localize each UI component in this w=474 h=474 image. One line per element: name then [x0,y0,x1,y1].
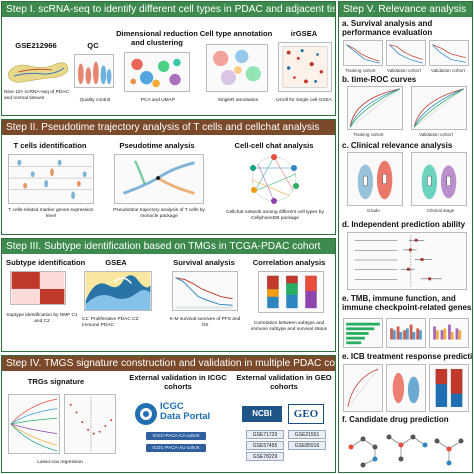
pancreas-illustration [4,54,72,88]
pseudotime-label: Pseudotime analysis [119,141,195,150]
section-a-plot-3 [429,40,469,66]
pseudotime-trajectory [114,154,204,204]
step3-panel: Step III. Subtype identification based o… [1,238,336,352]
geo-cohort-5: GSE78229 [246,452,284,461]
subtype-caption: Suptype identification by NMF C1 and C2 [6,313,78,324]
trg-signature-label: TRGs signature [27,377,85,386]
step4-header: Step IV. TMGS signature construction and… [2,356,335,371]
annotation-umap [206,44,268,92]
clinical-label-1: Grade [367,208,380,213]
survival-caption: K-M survival survives of PFS and OS [169,317,241,328]
cellchat-network [238,152,310,206]
annotation-label: Cell type annotation [199,29,273,38]
drug-molecules [343,427,469,471]
geo-logo: GEO [288,404,324,424]
roc-plot-2 [411,86,467,130]
step5-panel: Step V. Relevance analysis a. Survival a… [338,1,473,473]
tmb-plot [343,318,383,348]
dataset-caption: Nine 10× scRNA-seq of PDAC and normal ti… [4,90,69,101]
qc-violin-plot [74,54,114,88]
gsea-wave-illustration [84,271,152,311]
icgc-validation-label: External validation in ICGC cohorts [129,373,227,391]
section-a-title: a. Survival analysis and performance eva… [342,19,433,37]
section-a-label-2: Validation cohort [387,68,421,73]
step5-header: Step V. Relevance analysis [339,2,472,17]
subtype-label: Subtype identification [6,258,86,267]
dimred-caption: PCA and UMAP [140,98,176,103]
roc-label-1: Training cohort [353,132,384,137]
cellchat-label: Cell-cell chat analysis [234,141,314,150]
geo-validation-label: External validation in GEO cohorts [236,373,332,391]
irgsea-heatmap [278,42,332,92]
step2-panel: Step II. Pseudotime trajectory analysis … [1,119,336,235]
checkpoint-plot [429,318,469,348]
section-f-title: e. ICB treatment response prediction [342,352,473,361]
correlation-caption: Correlation between subtype and immune s… [250,321,328,332]
tcell-label: T cells identification [13,141,87,150]
dataset-label: GSE212966 [15,41,57,50]
section-a-plot-2 [386,40,426,66]
tcell-marker-plot [8,154,94,204]
geo-cohort-4: GSE85916 [288,441,326,450]
icgc-logo [134,402,158,426]
qc-caption: Quality control [79,98,111,103]
icgc-logo-text: ICGC Data Portal [160,402,210,422]
section-a-label-1: Training cohort [345,68,376,73]
clinical-violin-2 [411,152,467,206]
immune-function-plot [386,318,426,348]
section-c-title: c. Clinical relevance analysis [342,141,453,150]
umap-plot [124,52,190,92]
step1-panel: Step I. scRNA-seq to identify different … [1,1,336,116]
ncbi-logo: NCBI [242,406,282,422]
irgsea-label: irGSEA [290,29,318,38]
cellchat-caption: Cellchat network among different cell ty… [226,210,324,221]
tcell-caption: T cells-related marker genes expression … [8,208,94,219]
clinical-violin-1 [347,152,403,206]
correlation-label: Correlation analysis [252,258,326,267]
section-a-plot-1 [343,40,383,66]
qc-label: QC [87,41,99,50]
km-curves [172,271,238,311]
section-d-title: d. Independent prediction ability [342,220,466,229]
geo-cohort-3: GSE57495 [246,441,284,450]
icgc-logo-top: ICGC [160,401,184,412]
irgsea-caption: UCell for single cell GSEA [276,98,332,103]
icgc-cohort-ca: ICGC-PACA-CA cohort [146,432,206,440]
step2-header: Step II. Pseudotime trajectory analysis … [2,120,335,135]
icb-plot-1 [343,364,383,412]
survival-label: Survival analysis [173,258,235,267]
geo-cohort-1: GSE71729 [246,430,284,439]
icgc-logo-bottom: Data Portal [160,411,211,422]
section-b-title: b. time-ROC curves [342,75,417,84]
geo-cohort-2: GSE21501 [288,430,326,439]
gsea-caption: C1: Proliferative PDAC C2: Immune PDAC [82,317,140,328]
forest-plot [347,232,467,290]
trg-caption: Lasso-cox regression [37,460,83,465]
section-e-title: e. TMB, immune function, and immune chec… [342,294,472,312]
section-a-label-3: Validation cohort [431,68,465,73]
step3-header: Step III. Subtype identification based o… [2,239,335,254]
nmf-consensus-heatmap [10,271,66,305]
step4-panel: Step IV. TMGS signature construction and… [1,355,336,473]
section-g-title: f. Candidate drug prediction [342,415,449,424]
icb-plot-2 [386,364,426,412]
icb-plot-3 [429,364,469,412]
roc-label-2: Validation cohort [419,132,453,137]
lasso-plot-2 [64,394,116,454]
roc-plot-1 [347,86,403,130]
gsea-label: GSEA [105,258,127,267]
icgc-cohort-au: ICGC-PACA-AU cohort [146,444,206,452]
step1-header: Step I. scRNA-seq to identify different … [2,2,335,17]
lasso-plot-1 [8,394,60,454]
pseudotime-caption: Pseudotime trajectory analysis of T cell… [113,208,205,219]
annotation-caption: SingleR annotation [217,98,259,103]
dimred-label: Dimensional reduction and clustering [116,29,198,47]
clinical-label-2: Clinical stage [427,208,455,213]
correlation-bars [258,271,324,313]
